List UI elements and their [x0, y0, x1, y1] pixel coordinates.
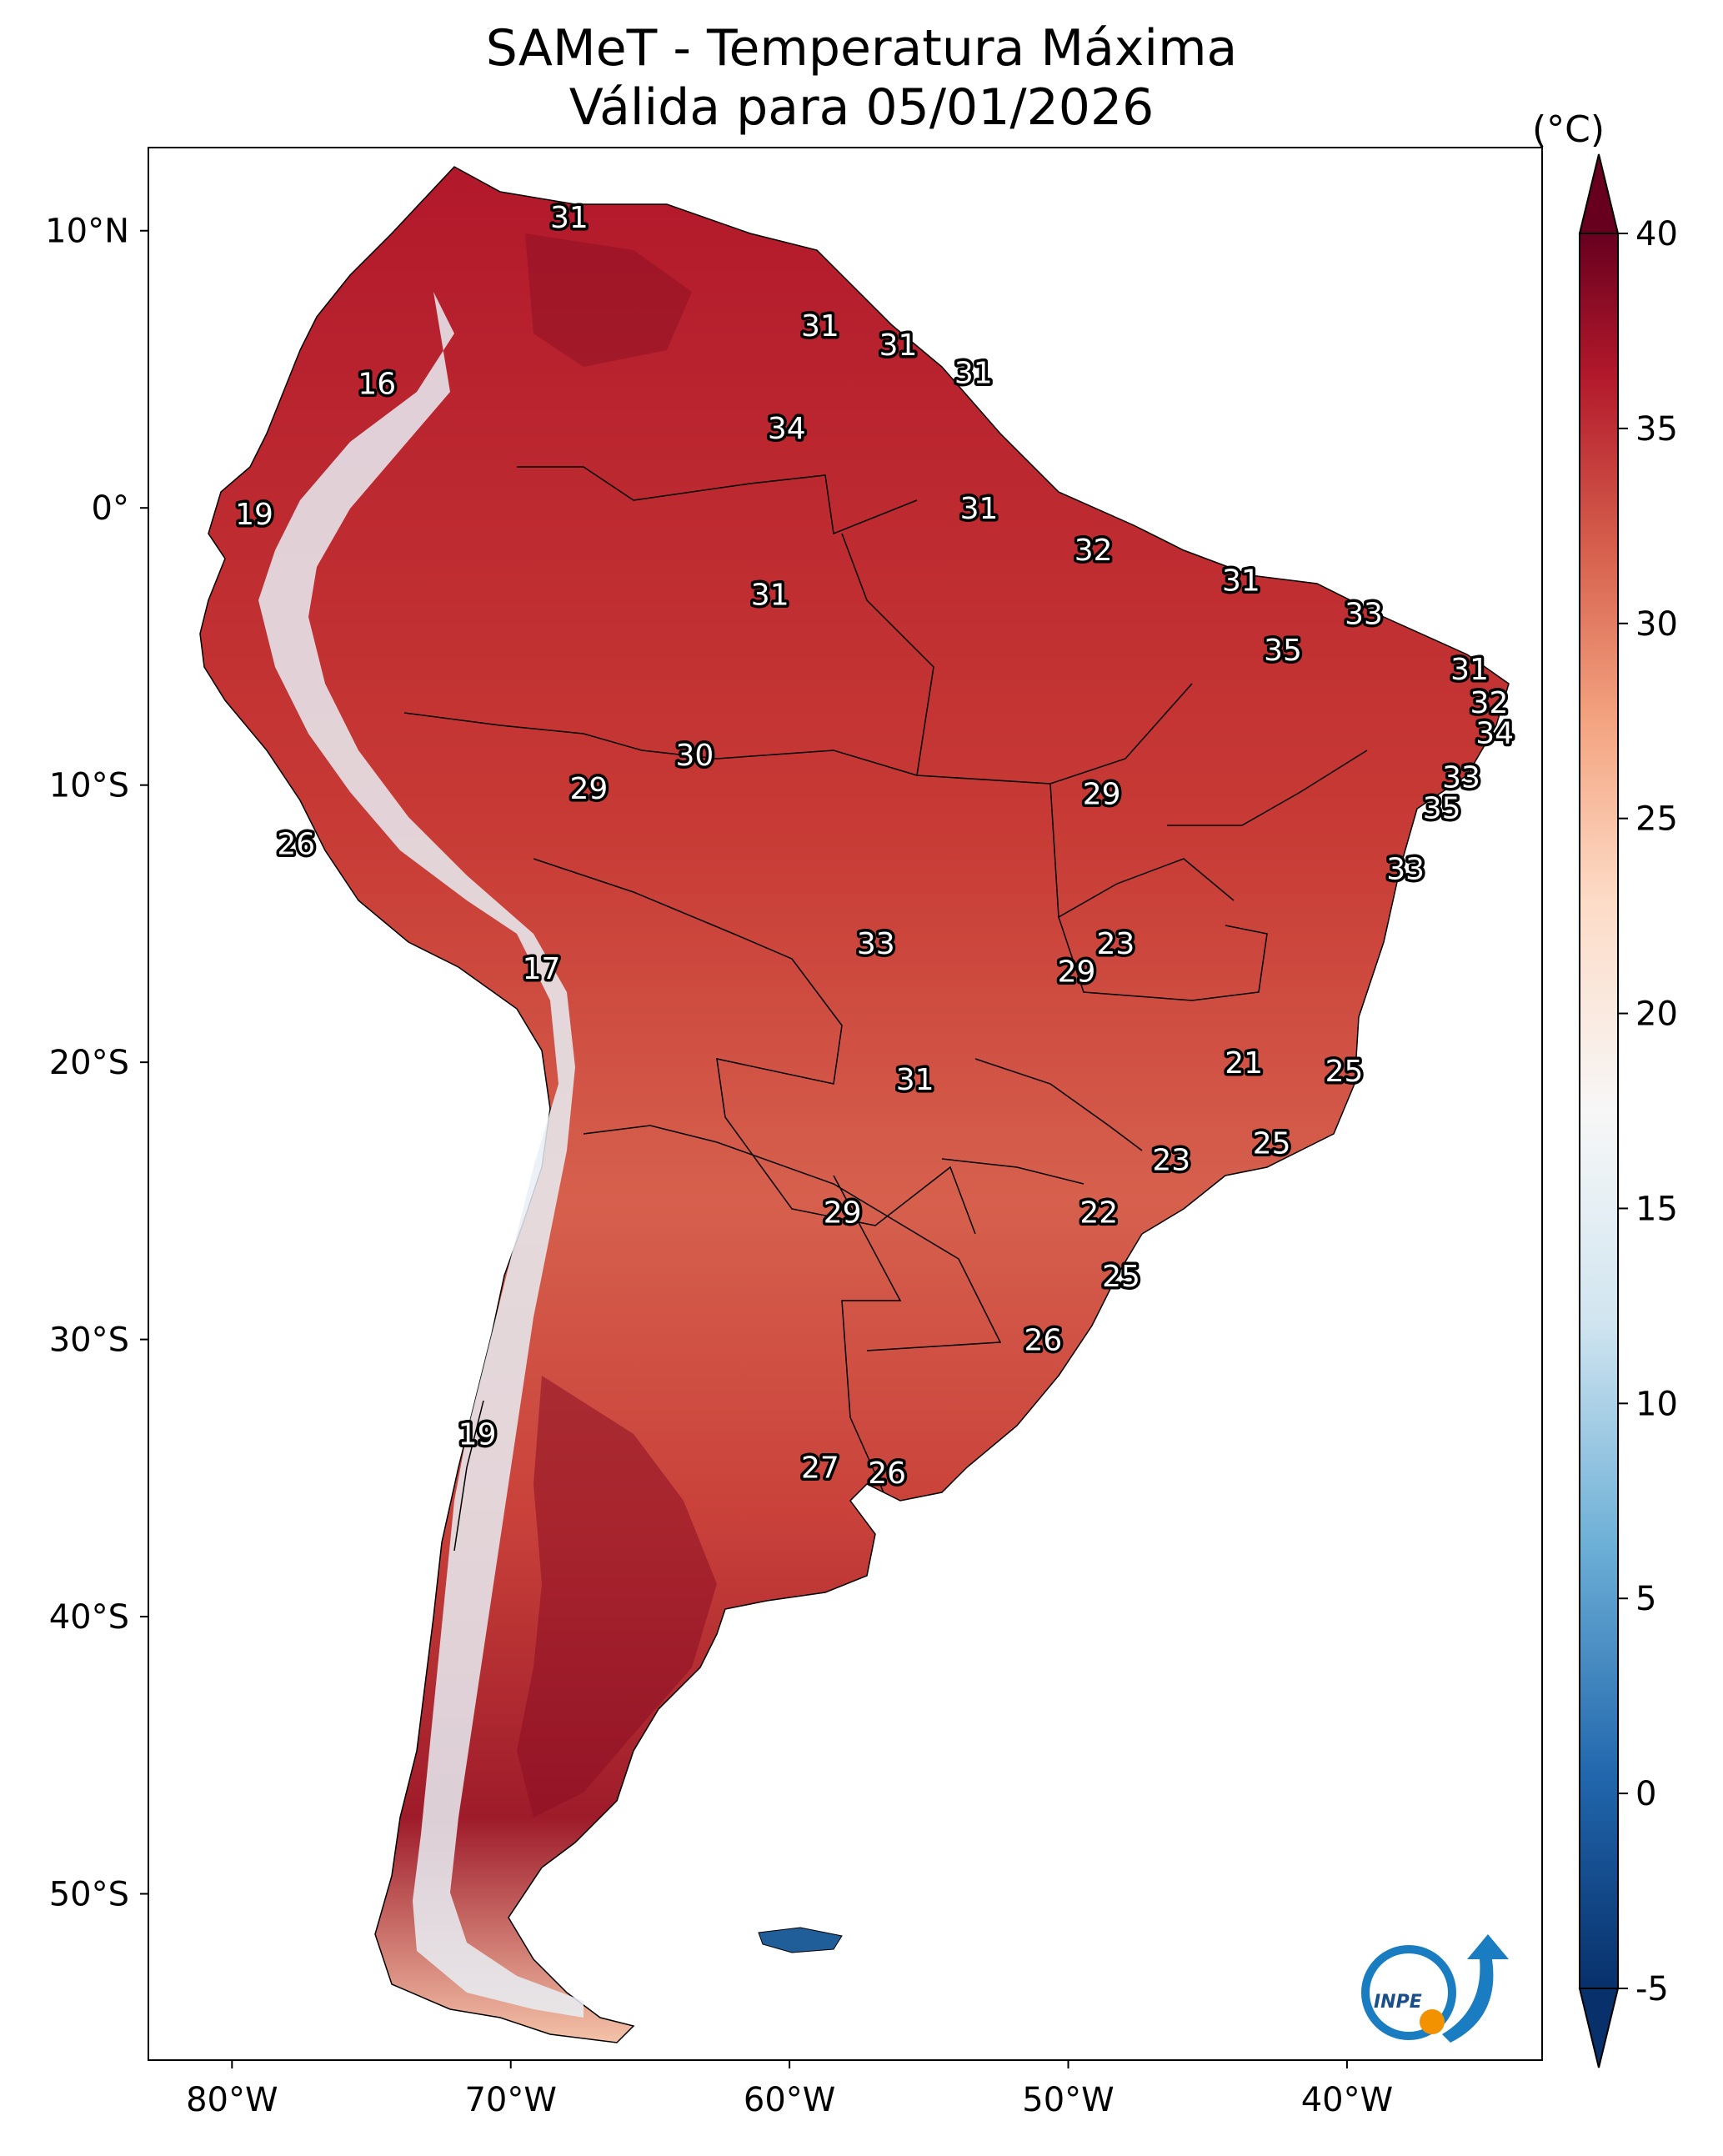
- longitude-tick-label: 70°W: [464, 2081, 556, 2119]
- colorbar-tick-label: 0: [1635, 1775, 1656, 1813]
- map-subtitle: Válida para 05/01/2026: [568, 78, 1155, 137]
- temperature-label: 26: [868, 1457, 906, 1491]
- temperature-label: 31: [954, 356, 993, 390]
- inpe-logo: INPE: [1361, 1934, 1509, 2043]
- latitude-tick-label: 20°S: [49, 1044, 129, 1082]
- temperature-label: 33: [857, 927, 895, 961]
- latitude-tick-label: 30°S: [49, 1321, 129, 1360]
- temperature-label: 31: [1450, 653, 1489, 687]
- temperature-label: 35: [1264, 634, 1302, 668]
- logo-orange-dot: [1420, 2009, 1445, 2034]
- temperature-label: 22: [1079, 1196, 1118, 1231]
- colorbar-bottom-triangle: [1578, 1988, 1620, 2068]
- temperature-label: 32: [1074, 534, 1113, 568]
- temperature-label: 29: [1083, 778, 1121, 812]
- latitude-tick-label: 0°: [92, 489, 129, 528]
- temperature-label: 26: [1024, 1324, 1063, 1358]
- venezuela-warm-core: [525, 233, 692, 367]
- temperature-label: 31: [550, 201, 589, 235]
- map-title: SAMeT - Temperatura Máxima: [485, 19, 1238, 78]
- colorbar-tick-label: 30: [1635, 605, 1678, 644]
- colorbar: 40 35 30 25 20 15 10 5 0 -5: [1578, 153, 1678, 2068]
- temperature-label: 16: [358, 368, 396, 402]
- longitude-tick-label: 40°W: [1301, 2081, 1393, 2119]
- temperature-label: 31: [960, 492, 999, 526]
- colorbar-tick-label: 35: [1635, 410, 1678, 449]
- temperature-label: 30: [676, 739, 714, 773]
- colorbar-tick-label: -5: [1635, 1970, 1669, 2008]
- andes-cool-band: [258, 292, 584, 2018]
- temperature-label: 17: [523, 952, 561, 986]
- temperature-label: 33: [1442, 761, 1480, 795]
- longitude-tick-label: 60°W: [744, 2081, 835, 2119]
- logo-text: INPE: [1374, 1992, 1422, 2013]
- land-south-america: [199, 166, 1510, 2043]
- colorbar-top-triangle: [1578, 153, 1620, 234]
- colorbar-tick-label: 15: [1635, 1190, 1678, 1228]
- temperature-label: 31: [896, 1063, 934, 1097]
- colorbar-gradient: [1579, 233, 1619, 1989]
- temperature-label: 31: [1222, 564, 1260, 599]
- temperature-label: 31: [751, 578, 789, 612]
- temperature-label: 23: [1096, 927, 1134, 961]
- longitude-tick-label: 80°W: [186, 2081, 278, 2119]
- temperature-label: 34: [1475, 716, 1514, 750]
- colorbar-tick-label: 10: [1635, 1385, 1678, 1423]
- patagonia-warm-core: [517, 1376, 717, 1818]
- temperature-label: 29: [569, 772, 608, 806]
- temperature-label: 31: [801, 309, 839, 343]
- temperature-label: 26: [277, 827, 315, 861]
- latitude-tick-label: 10°S: [49, 767, 129, 805]
- temperature-label: 29: [1058, 955, 1096, 989]
- colorbar-ticks: 40 35 30 25 20 15 10 5 0 -5: [1618, 215, 1678, 2008]
- latitude-axis: 10°N 0° 10°S 20°S 30°S 40°S 50°S: [45, 213, 148, 1914]
- temperature-label: 33: [1345, 598, 1383, 632]
- temperature-label: 31: [879, 328, 918, 363]
- temperature-label: 27: [801, 1452, 839, 1486]
- temperature-label: 33: [1386, 852, 1425, 886]
- temperature-label: 25: [1325, 1055, 1364, 1089]
- temperature-label: 19: [458, 1418, 497, 1452]
- temperature-label: 29: [824, 1196, 862, 1231]
- temperature-label: 25: [1102, 1260, 1140, 1294]
- temperature-label: 32: [1470, 686, 1509, 720]
- temperature-label: 19: [235, 498, 273, 532]
- land-falklands: [758, 1927, 843, 1953]
- colorbar-tick-label: 20: [1635, 995, 1678, 1034]
- logo-ring: [1361, 1945, 1456, 2040]
- longitude-axis: 80°W 70°W 60°W 50°W 40°W: [186, 2060, 1393, 2119]
- temperature-label: 23: [1152, 1143, 1190, 1177]
- temperature-label: 25: [1253, 1127, 1291, 1161]
- latitude-tick-label: 10°N: [45, 213, 129, 251]
- temperature-label: 35: [1423, 791, 1461, 825]
- latitude-tick-label: 50°S: [49, 1876, 129, 1914]
- colorbar-tick-label: 5: [1635, 1580, 1656, 1618]
- temperature-label: 34: [768, 412, 806, 446]
- latitude-tick-label: 40°S: [49, 1598, 129, 1637]
- colorbar-unit: (°C): [1532, 108, 1605, 151]
- temperature-label: 21: [1225, 1046, 1263, 1081]
- logo-arrow: [1442, 1934, 1509, 2043]
- longitude-tick-label: 50°W: [1022, 2081, 1114, 2119]
- colorbar-tick-label: 40: [1635, 215, 1678, 253]
- country-borders: [403, 466, 1368, 1552]
- colorbar-tick-label: 25: [1635, 800, 1678, 839]
